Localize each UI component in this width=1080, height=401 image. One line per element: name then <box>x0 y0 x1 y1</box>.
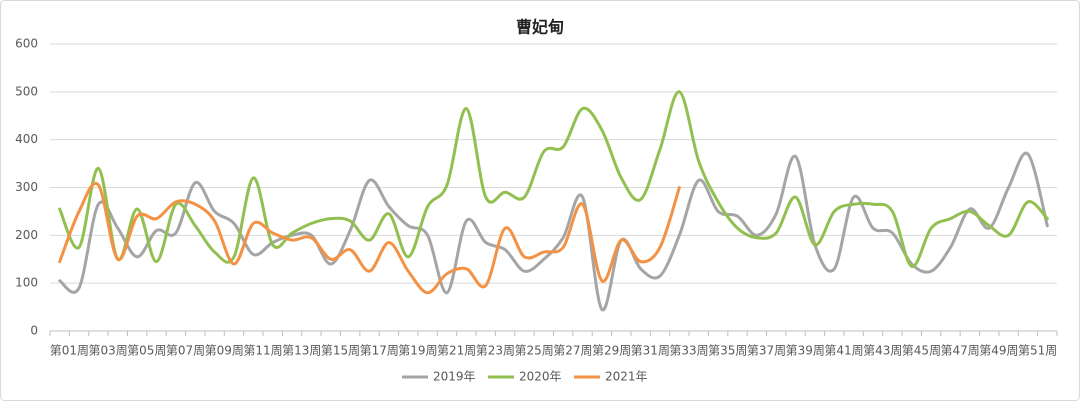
x-tick-label: 第37周 <box>747 344 786 358</box>
x-tick-label: 第43周 <box>863 344 902 358</box>
x-tick-label: 第33周 <box>669 344 708 358</box>
series-line <box>58 90 1049 268</box>
x-tick-label: 第05周 <box>127 344 166 358</box>
x-tick-label: 第09周 <box>205 344 244 358</box>
y-tick-label: 500 <box>15 84 38 98</box>
x-tick-label: 第23周 <box>476 344 515 358</box>
x-tick-label: 第31周 <box>631 344 670 358</box>
legend-label: 2020年 <box>519 370 562 384</box>
x-tick-label: 第19周 <box>398 344 437 358</box>
x-tick-label: 第39周 <box>786 344 825 358</box>
x-tick-label: 第49周 <box>979 344 1018 358</box>
x-tick-label: 第29周 <box>592 344 631 358</box>
x-tick-label: 第15周 <box>321 344 360 358</box>
legend-label: 2019年 <box>433 370 476 384</box>
y-tick-label: 100 <box>15 276 38 290</box>
series-line <box>58 151 1049 311</box>
y-tick-label: 400 <box>15 132 38 146</box>
series-line <box>58 181 681 295</box>
x-tick-label: 第07周 <box>166 344 205 358</box>
x-tick-label: 第51周 <box>1018 344 1057 358</box>
x-tick-label: 第01周 <box>50 344 89 358</box>
x-tick-label: 第11周 <box>243 344 282 358</box>
x-tick-label: 第21周 <box>437 344 476 358</box>
x-tick-label: 第47周 <box>941 344 980 358</box>
y-tick-label: 0 <box>30 324 38 338</box>
chart-title: 曹妃甸 <box>516 18 564 37</box>
legend-label: 2021年 <box>605 370 648 384</box>
x-tick-label: 第45周 <box>902 344 941 358</box>
x-tick-label: 第35周 <box>708 344 747 358</box>
x-tick-label: 第25周 <box>514 344 553 358</box>
x-tick-label: 第27周 <box>553 344 592 358</box>
y-tick-label: 300 <box>15 180 38 194</box>
x-tick-label: 第03周 <box>88 344 127 358</box>
y-tick-label: 600 <box>15 37 38 51</box>
x-tick-label: 第17周 <box>360 344 399 358</box>
x-tick-label: 第13周 <box>282 344 321 358</box>
y-tick-label: 200 <box>15 228 38 242</box>
x-tick-label: 第41周 <box>824 344 863 358</box>
